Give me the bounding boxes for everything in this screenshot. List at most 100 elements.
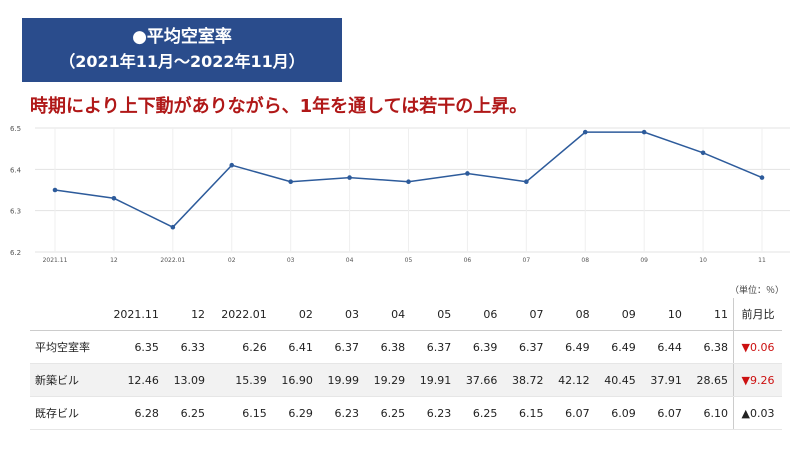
table-cell: 19.99 — [317, 363, 364, 397]
data-point — [582, 129, 588, 135]
table-cell: 6.39 — [456, 330, 503, 364]
change-cell: ▼9.26 — [733, 363, 782, 397]
table-cell: 6.37 — [410, 330, 457, 364]
data-table: 2021.11 12 2022.01 02 03 04 05 06 07 08 09 10 11 前月比 … — [30, 298, 782, 430]
header-corner — [30, 298, 103, 331]
table-cell: 38.72 — [502, 363, 549, 397]
x-tick-label: 10 — [699, 257, 707, 264]
x-tick-label: 05 — [405, 257, 413, 264]
header-month: 11 — [686, 298, 734, 331]
y-tick-label: 6.2 — [10, 249, 21, 257]
x-tick-label: 2022.01 — [160, 257, 185, 264]
table-cell: 16.90 — [271, 363, 318, 397]
header-month: 2021.11 — [102, 298, 164, 331]
change-cell: ▼0.06 — [733, 330, 782, 364]
header-month: 04 — [364, 298, 411, 331]
table-body: 平均空室率 6.35 6.33 6.26 6.41 6.37 6.38 6.37 6.39 6.3… — [30, 330, 782, 430]
x-tick-label: 2021.11 — [43, 257, 68, 264]
table-cell: 13.09 — [163, 363, 211, 397]
change-up-indicator: ▲0.03 — [741, 406, 775, 420]
table-cell: 6.49 — [548, 330, 595, 364]
x-tick-label: 09 — [640, 257, 648, 264]
header-month: 02 — [271, 298, 318, 331]
data-point — [170, 224, 176, 230]
header-month: 03 — [317, 298, 364, 331]
chart-period: （2021年11月～2022年11月） — [59, 52, 305, 71]
table-cell: 6.23 — [317, 396, 364, 430]
title-box: ●平均空室率 （2021年11月～2022年11月） — [22, 18, 342, 82]
table-cell: 37.66 — [456, 363, 503, 397]
table-cell: 42.12 — [548, 363, 595, 397]
table-header-row: 2021.11 12 2022.01 02 03 04 05 06 07 08 09 10 11 前月比 — [30, 298, 782, 331]
table-cell: 6.37 — [317, 330, 364, 364]
table-cell: 6.35 — [102, 330, 164, 364]
x-tick-label: 02 — [228, 257, 236, 264]
header-month: 2022.01 — [210, 298, 272, 331]
table-cell: 19.29 — [364, 363, 411, 397]
header-month: 08 — [548, 298, 595, 331]
table-cell: 6.15 — [502, 396, 549, 430]
chart-title: ●平均空室率 — [132, 27, 232, 47]
table-cell: 6.41 — [271, 330, 318, 364]
header-change: 前月比 — [733, 298, 782, 331]
change-cell: ▲0.03 — [733, 396, 782, 430]
change-down-indicator: ▼0.06 — [741, 340, 775, 354]
table-cell: 6.25 — [163, 396, 211, 430]
data-point — [759, 175, 765, 180]
table-cell: 6.07 — [548, 396, 595, 430]
data-point — [641, 129, 647, 135]
table-cell: 6.15 — [210, 396, 272, 430]
table-cell: 6.44 — [640, 330, 687, 364]
header-month: 12 — [163, 298, 211, 331]
header-month: 09 — [594, 298, 641, 331]
y-tick-label: 6.3 — [10, 208, 21, 216]
table-cell: 6.07 — [640, 396, 687, 430]
table-cell: 40.45 — [594, 363, 641, 397]
table-cell: 6.23 — [410, 396, 457, 430]
header-month: 10 — [640, 298, 687, 331]
data-point — [52, 187, 58, 193]
table-cell: 6.33 — [163, 330, 211, 364]
line-chart: 6.5 6.4 6.3 6.2 2021.11 12 2022.01 02 03 04 05 06 07… — [10, 125, 790, 264]
header-month: 06 — [456, 298, 503, 331]
table-cell: 6.28 — [102, 396, 164, 430]
table-cell: 37.91 — [640, 363, 687, 397]
table-cell: 6.25 — [456, 396, 503, 430]
table-cell: 6.09 — [594, 396, 641, 430]
table-cell: 6.10 — [686, 396, 734, 430]
table-cell: 6.49 — [594, 330, 641, 364]
table-cell: 6.25 — [364, 396, 411, 430]
x-tick-label: 11 — [758, 257, 766, 264]
row-label: 既存ビル — [30, 396, 103, 430]
header-month: 05 — [410, 298, 457, 331]
data-point — [288, 179, 293, 185]
change-down-indicator: ▼9.26 — [741, 373, 775, 387]
data-point — [111, 195, 117, 201]
table-cell: 15.39 — [210, 363, 272, 397]
table-cell: 6.26 — [210, 330, 272, 364]
row-label: 新築ビル — [30, 363, 103, 397]
x-tick-label: 04 — [346, 257, 354, 264]
x-tick-label: 08 — [581, 257, 589, 264]
x-tick-label: 06 — [464, 257, 472, 264]
table-cell: 6.38 — [686, 330, 734, 364]
table-cell: 6.38 — [364, 330, 411, 364]
headline: 時期により上下動がありながら、1年を通しては若干の上昇。 — [30, 96, 528, 117]
data-point — [465, 171, 470, 176]
y-tick-label: 6.5 — [10, 125, 21, 133]
table-cell: 19.91 — [410, 363, 457, 397]
data-point — [406, 179, 411, 185]
x-tick-label: 03 — [287, 257, 295, 264]
table-row: 新築ビル 12.46 13.09 15.39 16.90 19.99 19.29 19.91 3… — [30, 363, 782, 397]
table-cell: 6.29 — [271, 396, 318, 430]
unit-note: （単位：％） — [729, 286, 784, 296]
data-point — [229, 162, 235, 168]
table-cell: 6.37 — [502, 330, 549, 364]
data-point — [700, 150, 706, 156]
data-point — [347, 175, 352, 180]
table-row: 平均空室率 6.35 6.33 6.26 6.41 6.37 6.38 6.37 6.39 6.3… — [30, 330, 782, 364]
row-label: 平均空室率 — [30, 330, 103, 364]
x-tick-label: 12 — [110, 257, 118, 264]
table-cell: 12.46 — [102, 363, 164, 397]
data-point — [524, 179, 529, 185]
